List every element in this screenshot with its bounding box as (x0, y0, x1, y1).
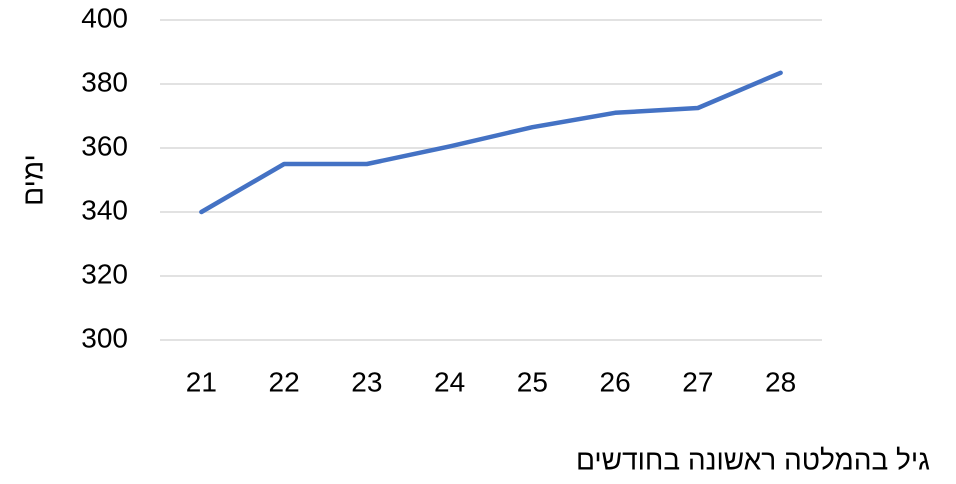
y-tick-label: 360 (81, 130, 128, 161)
x-tick-label: 28 (765, 366, 796, 397)
y-axis-title: ימים (17, 154, 48, 206)
y-tick-label: 320 (81, 258, 128, 289)
x-tick-label: 21 (186, 366, 217, 397)
y-tick-label: 300 (81, 322, 128, 353)
x-tick-label: 27 (682, 366, 713, 397)
y-tick-label: 340 (81, 194, 128, 225)
x-axis-title: גיל בהמלטה ראשונה בחודשים (576, 444, 930, 475)
y-tick-label: 400 (81, 2, 128, 33)
data-line (199, 70, 783, 215)
x-tick-label: 22 (269, 366, 300, 397)
x-tick-label: 23 (351, 366, 382, 397)
y-tick-label: 380 (81, 66, 128, 97)
x-tick-label: 26 (600, 366, 631, 397)
x-tick-label: 25 (517, 366, 548, 397)
x-tick-label: 24 (434, 366, 465, 397)
